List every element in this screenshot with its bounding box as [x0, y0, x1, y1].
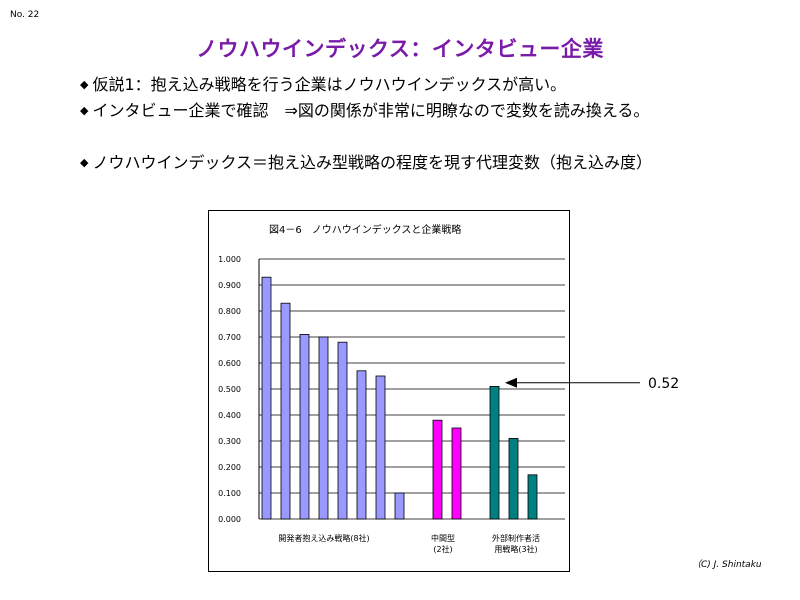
bar — [280, 302, 291, 520]
y-tick-label: 0.500 — [218, 385, 241, 394]
bar — [508, 437, 519, 520]
y-tick-label: 0.700 — [218, 333, 241, 342]
y-tick-label: 0.000 — [218, 515, 241, 524]
bullet-item: ◆ ノウハウインデックス＝抱え込み型戦略の程度を現す代理変数（抱え込み度） — [80, 150, 780, 176]
slide-number: No. 22 — [10, 10, 40, 20]
copyright-credit: （C) J. Shintaku — [692, 560, 762, 570]
x-category-label: 用戦略(3社) — [494, 544, 537, 554]
bar-chart: 図4－6 ノウハウインデックスと企業戦略 1.000 0.900 0.800 0.700… — [218, 223, 565, 554]
diamond-bullet-icon: ◆ — [80, 156, 89, 169]
x-category-label: 開発者抱え込み戦略(8社) — [278, 533, 369, 543]
bar — [375, 375, 386, 520]
chart-frame: 図4－6 ノウハウインデックスと企業戦略 1.000 0.900 0.800 0.700… — [208, 210, 570, 572]
bar — [489, 385, 500, 520]
x-category-label: 中間型 — [431, 533, 455, 543]
bar — [527, 474, 538, 520]
bar — [337, 341, 348, 520]
slide-title: ノウハウインデックス：インタビュー企業 — [196, 37, 604, 61]
y-tick-label: 0.800 — [218, 307, 241, 316]
bar — [394, 492, 405, 520]
bar — [451, 427, 462, 520]
diamond-bullet-icon: ◆ — [80, 104, 89, 117]
diamond-bullet-icon: ◆ — [80, 78, 89, 91]
bullet-item: ◆ インタビュー企業で確認 ⇒図の関係が非常に明瞭なので変数を読み換える。 — [80, 98, 780, 124]
y-tick-label: 0.300 — [218, 437, 241, 446]
x-category-label: 外部制作者活 — [492, 533, 540, 543]
y-tick-label: 0.100 — [218, 489, 241, 498]
y-tick-label: 0.900 — [218, 281, 241, 290]
y-tick-label: 0.200 — [218, 463, 241, 472]
y-tick-label: 0.600 — [218, 359, 241, 368]
y-tick-label: 1.000 — [218, 255, 241, 264]
callout-value-label: 0.52 — [648, 376, 680, 392]
bar — [299, 334, 310, 520]
bullet-list: ◆ 仮説1：抱え込み戦略を行う企業はノウハウインデックスが高い。 ◆ インタビュー企… — [80, 72, 780, 176]
bar — [318, 336, 329, 520]
bar — [356, 370, 367, 520]
bullet-item: ◆ 仮説1：抱え込み戦略を行う企業はノウハウインデックスが高い。 — [80, 72, 780, 98]
x-category-label: (2社) — [433, 544, 452, 554]
y-tick-label: 0.400 — [218, 411, 241, 420]
bar — [261, 276, 272, 520]
bar — [432, 419, 443, 520]
chart-title: 図4－6 ノウハウインデックスと企業戦略 — [269, 223, 461, 236]
